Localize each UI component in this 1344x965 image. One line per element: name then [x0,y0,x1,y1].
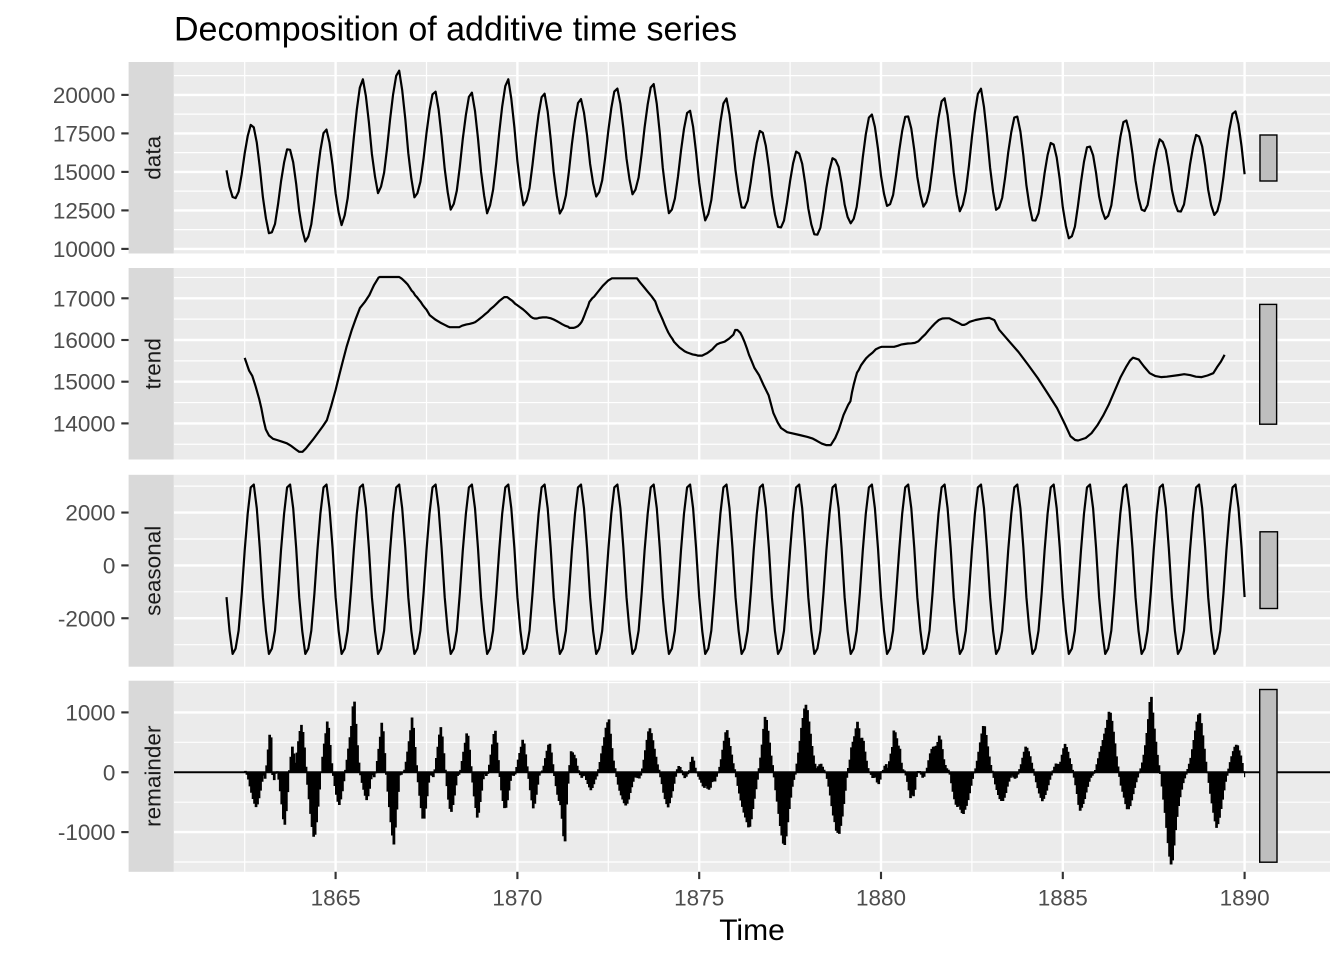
svg-text:20000: 20000 [53,83,116,108]
svg-text:16000: 16000 [53,328,116,353]
svg-text:10000: 10000 [53,237,116,262]
svg-text:1865: 1865 [311,886,361,911]
svg-text:1870: 1870 [492,886,542,911]
svg-text:-2000: -2000 [58,606,116,631]
svg-text:1890: 1890 [1220,886,1270,911]
svg-text:0: 0 [103,553,116,578]
svg-text:2000: 2000 [65,501,115,526]
svg-text:15000: 15000 [53,160,116,185]
svg-text:trend: trend [141,338,166,389]
svg-text:seasonal: seasonal [141,526,166,616]
svg-text:1885: 1885 [1038,886,1088,911]
svg-text:14000: 14000 [53,411,116,436]
svg-text:data: data [141,135,166,179]
svg-text:17500: 17500 [53,121,116,146]
svg-text:15000: 15000 [53,370,116,395]
svg-text:1880: 1880 [856,886,906,911]
svg-text:1875: 1875 [674,886,724,911]
svg-text:17000: 17000 [53,286,116,311]
svg-text:remainder: remainder [141,725,166,827]
svg-text:1000: 1000 [65,700,115,725]
svg-text:-1000: -1000 [58,820,116,845]
svg-text:Time: Time [719,914,785,947]
svg-text:Decomposition of additive time: Decomposition of additive time series [174,11,737,49]
svg-text:0: 0 [103,760,116,785]
svg-text:12500: 12500 [53,198,116,223]
